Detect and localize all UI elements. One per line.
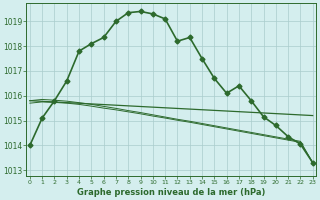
- X-axis label: Graphe pression niveau de la mer (hPa): Graphe pression niveau de la mer (hPa): [77, 188, 266, 197]
